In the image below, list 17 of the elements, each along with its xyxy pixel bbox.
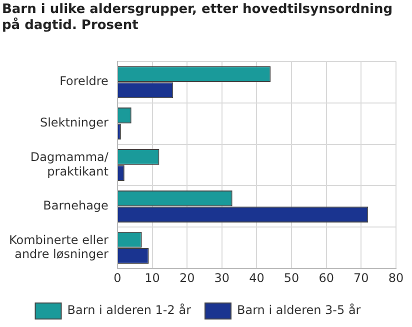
x-tick-label: 50 [284,270,300,285]
legend-label: Barn i alderen 3-5 år [237,303,361,318]
x-tick-label: 0 [114,270,122,285]
x-tick-label: 20 [179,270,195,285]
y-tick-label: Foreldre [60,74,108,88]
legend-label: Barn i alderen 1-2 år [67,303,192,318]
x-tick-label: 10 [144,270,160,285]
x-tick-label: 70 [354,270,369,285]
chart-title: Barn i ulike aldersgrupper, etter hovedtilsynsordning på dagtid. Prosent [1,1,394,35]
x-tick-label: 40 [249,270,264,285]
y-tick-label: Dagmamma/praktikant [30,150,110,178]
y-tick-label: Kombinerte eller andre løsninger [8,232,109,262]
x-tick-label: 30 [214,270,230,285]
y-tick-label: Barnehage [43,198,108,213]
x-tick-label: 60 [318,270,334,285]
x-tick-label: 80 [388,270,404,285]
y-tick-label: Slektninger [40,116,109,130]
